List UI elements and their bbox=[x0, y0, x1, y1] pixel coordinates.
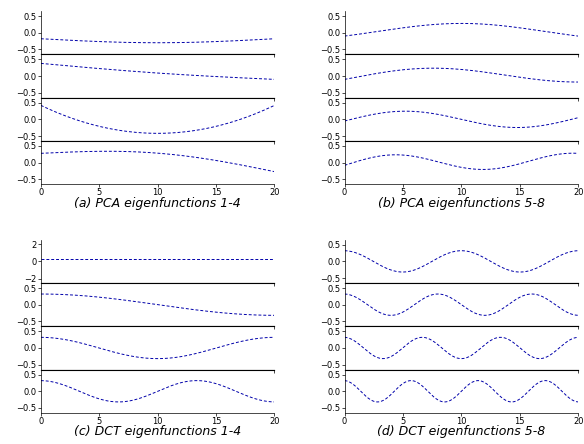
Text: (d) DCT eigenfunctions 5-8: (d) DCT eigenfunctions 5-8 bbox=[377, 425, 545, 438]
Text: (c) DCT eigenfunctions 1-4: (c) DCT eigenfunctions 1-4 bbox=[74, 425, 241, 438]
Text: (b) PCA eigenfunctions 5-8: (b) PCA eigenfunctions 5-8 bbox=[378, 197, 545, 210]
Text: (a) PCA eigenfunctions 1-4: (a) PCA eigenfunctions 1-4 bbox=[74, 197, 241, 210]
